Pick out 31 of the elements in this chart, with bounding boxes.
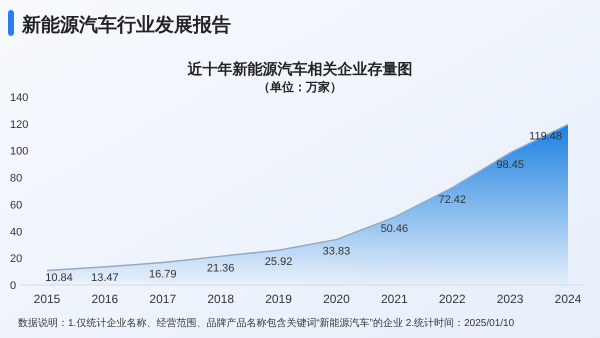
y-tick-label: 120	[10, 118, 28, 131]
y-tick-label: 40	[10, 226, 22, 238]
y-tick-label: 100	[10, 146, 28, 158]
x-tick-label: 2022	[438, 292, 466, 306]
x-tick-label: 2024	[554, 292, 582, 306]
x-tick-label: 2020	[323, 292, 350, 306]
x-tick-label: 2017	[149, 292, 176, 306]
y-tick-label: 80	[10, 172, 22, 185]
x-tick-label: 2018	[207, 292, 234, 306]
x-tick-label: 2021	[380, 292, 408, 306]
chart-title: 新能源汽车行业发展报告	[21, 14, 231, 36]
data-label: 25.92	[264, 256, 292, 268]
data-label: 98.45	[496, 158, 524, 171]
data-label: 33.83	[322, 246, 350, 258]
y-tick-label: 60	[10, 199, 22, 212]
x-tick-label: 2015	[34, 292, 61, 306]
data-label: 10.84	[45, 272, 73, 284]
text: 数据说明：1.仅统计企业名称、经营范围、品牌产品名称包含关键词“新能源汽车”的企业 2.统计时间：2025/01/10	[18, 317, 515, 329]
y-tick-label: 20	[10, 253, 22, 266]
data-label: 72.42	[438, 194, 466, 206]
y-axis-title: （单位：万家）	[258, 80, 342, 94]
data-label: 21.36	[206, 262, 234, 274]
x-tick-label: 2016	[92, 292, 119, 306]
x-tick-label: 2019	[265, 292, 292, 306]
data-label: 50.46	[380, 223, 408, 236]
y-tick-label: 0	[10, 280, 16, 292]
chart-subtitle: 近十年新能源汽车相关企业存量图	[186, 60, 412, 78]
x-tick-label: 2023	[496, 292, 524, 306]
y-tick-label: 140	[10, 92, 28, 104]
data-label: 16.79	[149, 268, 177, 280]
data-label: 13.47	[91, 272, 119, 284]
